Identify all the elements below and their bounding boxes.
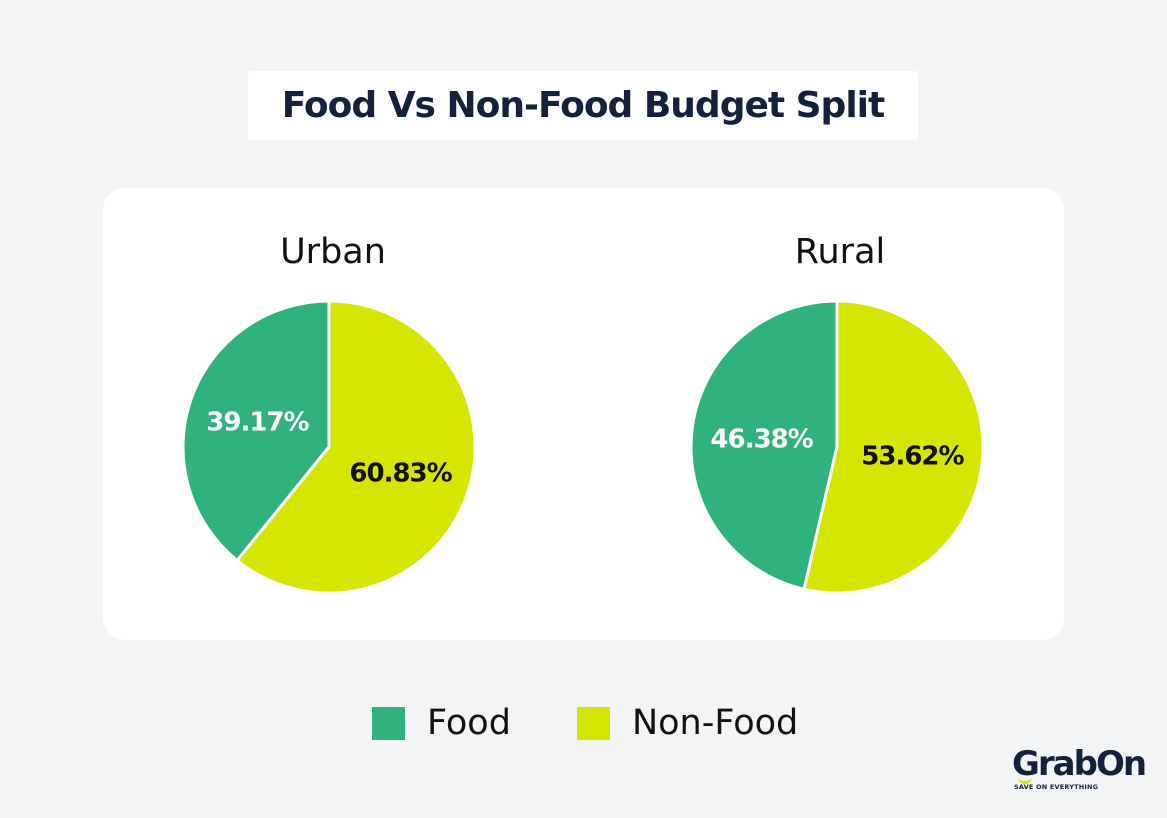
rural-label-food: 46.38% (710, 424, 813, 454)
legend-swatch-food (372, 706, 405, 740)
urban-slice-food (181, 299, 331, 563)
urban-label-non-food: 60.83% (349, 458, 452, 488)
urban-chart-title: Urban (280, 232, 386, 272)
urban-label-food: 39.17% (206, 408, 309, 438)
rural-chart-title: Rural (794, 232, 886, 272)
legend-label-non-food: Non-Food (631, 703, 799, 743)
grabon-logo: GrabOn SAVE ON EVERYTHING (1012, 744, 1147, 791)
legend: Food Non-Food (372, 703, 864, 743)
title-box: Food Vs Non-Food Budget Split (248, 71, 918, 140)
urban-slice-non-food (235, 299, 477, 595)
rural-slice-food (689, 299, 839, 592)
urban-pie-chart: 39.17% 60.83% (181, 299, 477, 595)
logo-tagline: SAVE ON EVERYTHING (1014, 783, 1099, 791)
logo-smile-icon (1018, 775, 1032, 784)
legend-label-food: Food (427, 703, 511, 743)
logo-wordmark: GrabOn (1012, 744, 1147, 784)
page-title: Food Vs Non-Food Budget Split (281, 85, 885, 126)
rural-slice-non-food (802, 299, 985, 595)
legend-swatch-non-food (576, 706, 610, 740)
legend-item-non-food: Non-Food (576, 703, 799, 743)
rural-pie-chart: 46.38% 53.62% (689, 299, 985, 595)
legend-item-food: Food (372, 703, 511, 743)
rural-label-non-food: 53.62% (861, 442, 964, 472)
